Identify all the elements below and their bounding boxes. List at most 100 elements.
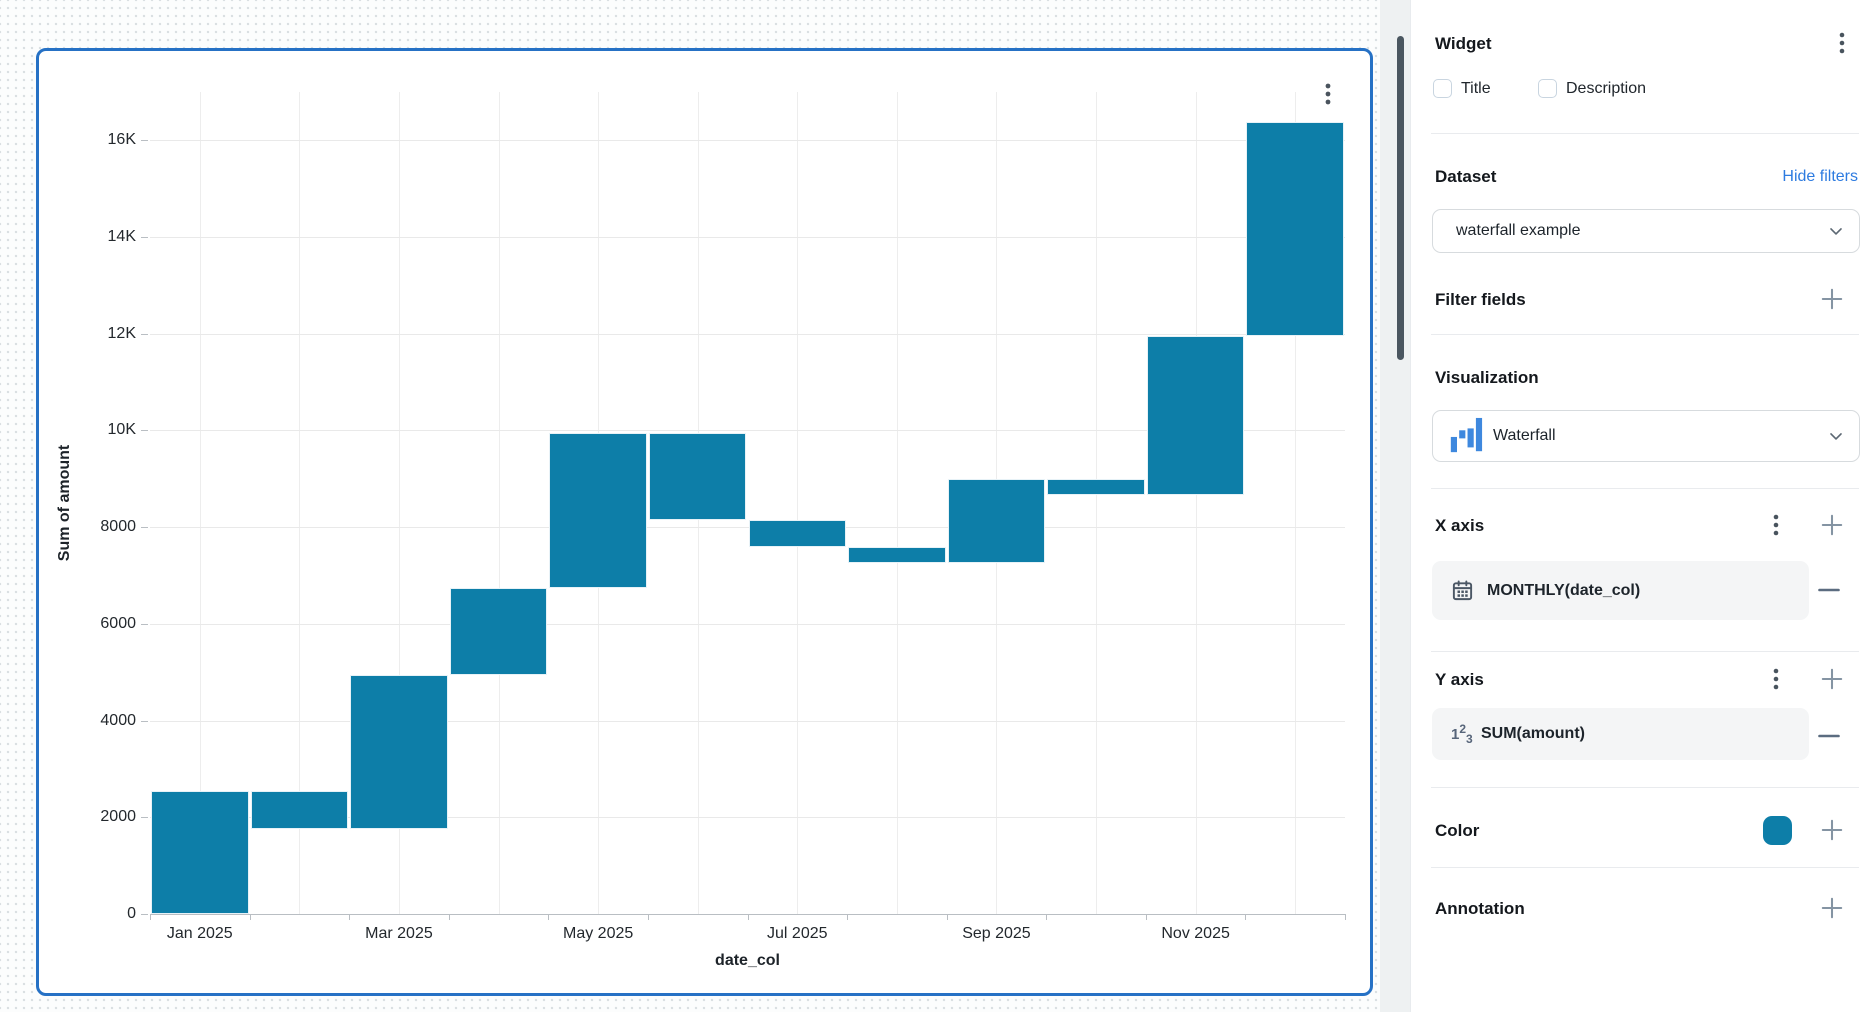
v-gridline — [1195, 92, 1197, 914]
y-axis-tick — [141, 333, 148, 335]
h-gridline — [150, 430, 1345, 432]
waterfall-bar[interactable] — [350, 674, 448, 830]
dataset-select[interactable]: waterfall example — [1432, 209, 1860, 253]
chevron-down-icon — [1826, 426, 1846, 446]
settings-panel: Widget Title Description Dataset Hide fi… — [1410, 0, 1864, 1012]
divider — [1431, 867, 1859, 868]
hide-filters-link[interactable]: Hide filters — [1782, 168, 1858, 185]
widget-menu-kebab-icon[interactable] — [1828, 29, 1856, 57]
waterfall-bar[interactable] — [947, 478, 1046, 563]
x-axis-label: Nov 2025 — [1161, 925, 1230, 942]
waterfall-bar[interactable] — [250, 790, 349, 830]
y-axis-section-title: Y axis — [1435, 670, 1484, 689]
y-axis-tick — [141, 140, 148, 142]
waterfall-bar[interactable] — [848, 547, 946, 563]
waterfall-bar[interactable] — [1146, 336, 1245, 495]
y-axis-label: 16K — [107, 131, 136, 149]
chevron-down-icon — [1826, 221, 1846, 241]
y-axis-tick — [141, 430, 148, 432]
scrollbar-thumb[interactable] — [1397, 36, 1404, 360]
x-axis-tick — [1245, 914, 1247, 920]
v-gridline — [199, 92, 201, 914]
x-axis-menu-kebab-icon[interactable] — [1762, 511, 1790, 539]
y-axis-label: 12K — [107, 324, 136, 342]
x-axis-tick — [448, 914, 450, 920]
x-axis-label: Jan 2025 — [166, 925, 233, 942]
plot-area: Sum of amount date_col 0 2000 4000 6000 8000… — [56, 92, 1346, 969]
color-section-title: Color — [1435, 821, 1480, 840]
dashboard-canvas: Sum of amount date_col 0 2000 4000 6000 8000… — [0, 0, 1380, 1012]
y-axis-label: 8000 — [100, 518, 136, 536]
x-axis-tick — [847, 914, 849, 920]
y-axis-field-pill[interactable]: 123 SUM(amount) — [1432, 708, 1809, 760]
card-menu-kebab-icon[interactable] — [1314, 75, 1342, 113]
description-checkbox[interactable] — [1538, 79, 1557, 98]
y-axis-label: 6000 — [100, 614, 136, 632]
visualization-select[interactable]: Waterfall — [1432, 410, 1860, 462]
add-filter-field-plus-icon[interactable] — [1818, 285, 1846, 313]
visualization-select-value: Waterfall — [1493, 427, 1556, 444]
waterfall-chart-type-icon — [1450, 417, 1483, 455]
v-gridline — [398, 92, 400, 914]
title-checkbox[interactable] — [1433, 79, 1452, 98]
v-gridline — [1295, 92, 1297, 914]
y-axis-add-plus-icon[interactable] — [1818, 665, 1846, 693]
x-axis-remove-minus-icon[interactable] — [1815, 576, 1843, 604]
annotation-add-plus-icon[interactable] — [1818, 894, 1846, 922]
waterfall-bar[interactable] — [1047, 478, 1145, 495]
y-axis-menu-kebab-icon[interactable] — [1762, 665, 1790, 693]
h-gridline — [150, 623, 1345, 625]
h-gridline — [150, 527, 1345, 529]
filter-fields-title: Filter fields — [1435, 290, 1526, 309]
y-axis-label: 4000 — [100, 711, 136, 729]
v-gridline — [299, 92, 301, 914]
x-axis-tick — [1345, 914, 1346, 920]
x-axis-add-plus-icon[interactable] — [1818, 511, 1846, 539]
widget-section-title: Widget — [1435, 34, 1492, 53]
x-axis-tick — [150, 914, 151, 920]
y-axis-label: 0 — [127, 905, 136, 922]
waterfall-bar[interactable] — [648, 432, 747, 520]
color-swatch[interactable] — [1763, 816, 1792, 845]
y-axis-tick — [141, 720, 148, 722]
number-123-icon: 123 — [1451, 722, 1473, 746]
x-axis-tick — [747, 914, 749, 920]
waterfall-bar[interactable] — [549, 432, 647, 588]
y-axis-tick — [141, 623, 148, 625]
x-axis-section-title: X axis — [1435, 516, 1485, 535]
scrollbar-track — [1380, 0, 1410, 1012]
visualization-section-title: Visualization — [1435, 368, 1539, 387]
y-axis-label: 14K — [107, 228, 136, 246]
h-gridline — [150, 817, 1345, 819]
h-gridline — [150, 720, 1345, 722]
x-axis-field-pill[interactable]: MONTHLY(date_col) — [1432, 561, 1809, 620]
waterfall-bar[interactable] — [449, 587, 548, 675]
waterfall-bar[interactable] — [1246, 122, 1344, 337]
v-gridline — [797, 92, 799, 914]
h-gridline — [150, 140, 1345, 142]
x-axis-tick — [1145, 914, 1147, 920]
calendar-icon — [1451, 579, 1474, 602]
x-axis-field-label: MONTHLY(date_col) — [1487, 581, 1641, 599]
divider — [1431, 651, 1859, 652]
dataset-section-title: Dataset — [1435, 167, 1497, 186]
color-add-plus-icon[interactable] — [1818, 816, 1846, 844]
x-axis-tick — [647, 914, 649, 920]
y-axis-remove-minus-icon[interactable] — [1815, 722, 1843, 750]
divider — [1431, 488, 1859, 489]
waterfall-bar[interactable] — [151, 790, 249, 914]
y-axis-tick — [141, 237, 148, 239]
x-axis-label: Mar 2025 — [365, 925, 433, 942]
waterfall-bar[interactable] — [748, 519, 847, 548]
y-axis-field-label: SUM(amount) — [1481, 725, 1585, 742]
x-axis-tick — [548, 914, 550, 920]
x-axis-title: date_col — [715, 952, 780, 969]
h-gridline — [150, 333, 1345, 335]
x-axis-tick — [349, 914, 351, 920]
y-axis-tick — [141, 817, 148, 819]
v-gridline — [498, 92, 500, 914]
v-gridline — [896, 92, 898, 914]
chart-card[interactable]: Sum of amount date_col 0 2000 4000 6000 8000… — [36, 48, 1373, 996]
divider — [1431, 787, 1859, 788]
x-axis-tick — [1046, 914, 1048, 920]
